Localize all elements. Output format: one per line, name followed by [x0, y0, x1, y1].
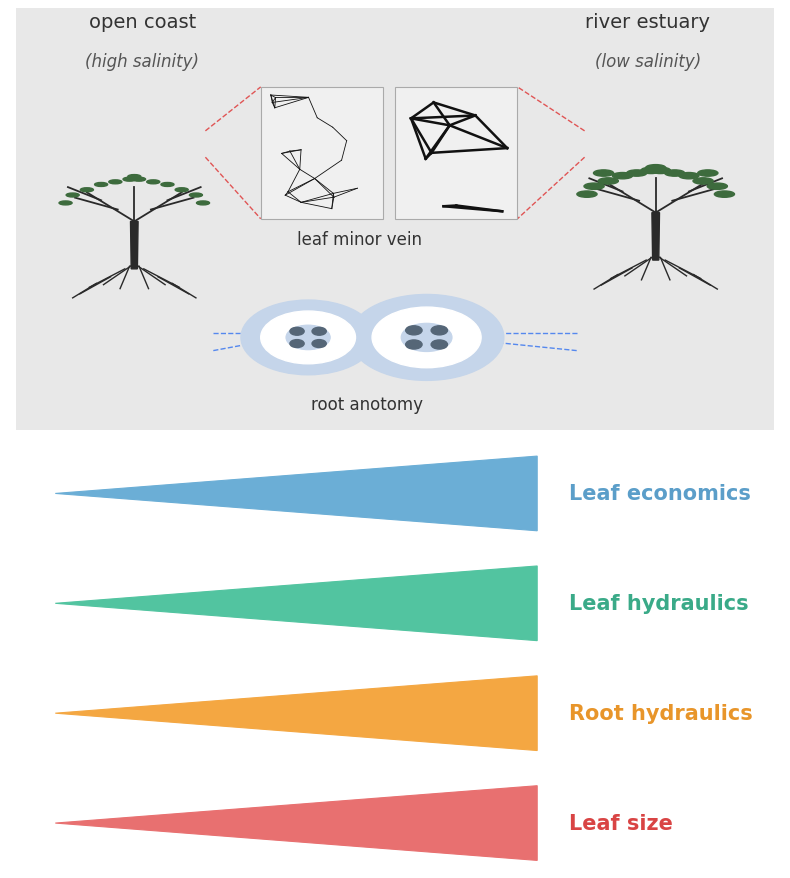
Text: Leaf size: Leaf size [569, 813, 672, 833]
Text: root anotomy: root anotomy [311, 395, 423, 413]
Ellipse shape [197, 202, 209, 205]
Text: (low salinity): (low salinity) [595, 53, 701, 70]
Polygon shape [55, 676, 537, 751]
Ellipse shape [707, 184, 728, 191]
Circle shape [406, 341, 422, 349]
Ellipse shape [645, 165, 666, 172]
Text: Leaf hydraulics: Leaf hydraulics [569, 594, 748, 614]
Ellipse shape [123, 178, 136, 182]
Polygon shape [130, 222, 138, 270]
Text: Root hydraulics: Root hydraulics [569, 703, 753, 723]
Circle shape [431, 327, 447, 335]
Ellipse shape [584, 184, 604, 191]
Ellipse shape [81, 189, 93, 192]
Circle shape [312, 327, 326, 336]
Polygon shape [55, 786, 537, 860]
Ellipse shape [175, 189, 188, 192]
Ellipse shape [626, 170, 647, 177]
Circle shape [406, 327, 422, 335]
Circle shape [401, 324, 452, 352]
Ellipse shape [679, 173, 699, 180]
Ellipse shape [714, 191, 735, 198]
Ellipse shape [66, 194, 79, 198]
Bar [395, 88, 517, 220]
Ellipse shape [593, 170, 614, 177]
Circle shape [312, 340, 326, 349]
Circle shape [290, 340, 304, 349]
Bar [261, 88, 383, 220]
Ellipse shape [109, 181, 122, 184]
Text: Leaf economics: Leaf economics [569, 484, 750, 504]
Text: river estuary: river estuary [585, 13, 710, 32]
Ellipse shape [650, 168, 671, 175]
Circle shape [372, 307, 481, 369]
Text: (high salinity): (high salinity) [85, 53, 199, 70]
Ellipse shape [641, 168, 661, 175]
Text: leaf minor vein: leaf minor vein [297, 230, 422, 248]
Ellipse shape [664, 170, 685, 177]
Circle shape [349, 295, 504, 381]
Ellipse shape [190, 194, 202, 198]
Polygon shape [55, 566, 537, 641]
Text: open coast: open coast [88, 13, 196, 32]
Ellipse shape [693, 178, 713, 185]
Ellipse shape [598, 178, 619, 185]
Ellipse shape [95, 184, 107, 187]
Polygon shape [55, 457, 537, 531]
Ellipse shape [147, 181, 160, 184]
Circle shape [286, 326, 330, 350]
Polygon shape [652, 213, 660, 261]
Circle shape [261, 312, 356, 364]
Ellipse shape [133, 178, 145, 182]
Ellipse shape [59, 202, 72, 205]
Circle shape [241, 300, 375, 376]
Ellipse shape [161, 184, 174, 187]
Ellipse shape [612, 173, 633, 180]
Circle shape [290, 327, 304, 336]
Ellipse shape [577, 191, 597, 198]
Ellipse shape [698, 170, 718, 177]
Circle shape [431, 341, 447, 349]
Ellipse shape [128, 176, 141, 179]
